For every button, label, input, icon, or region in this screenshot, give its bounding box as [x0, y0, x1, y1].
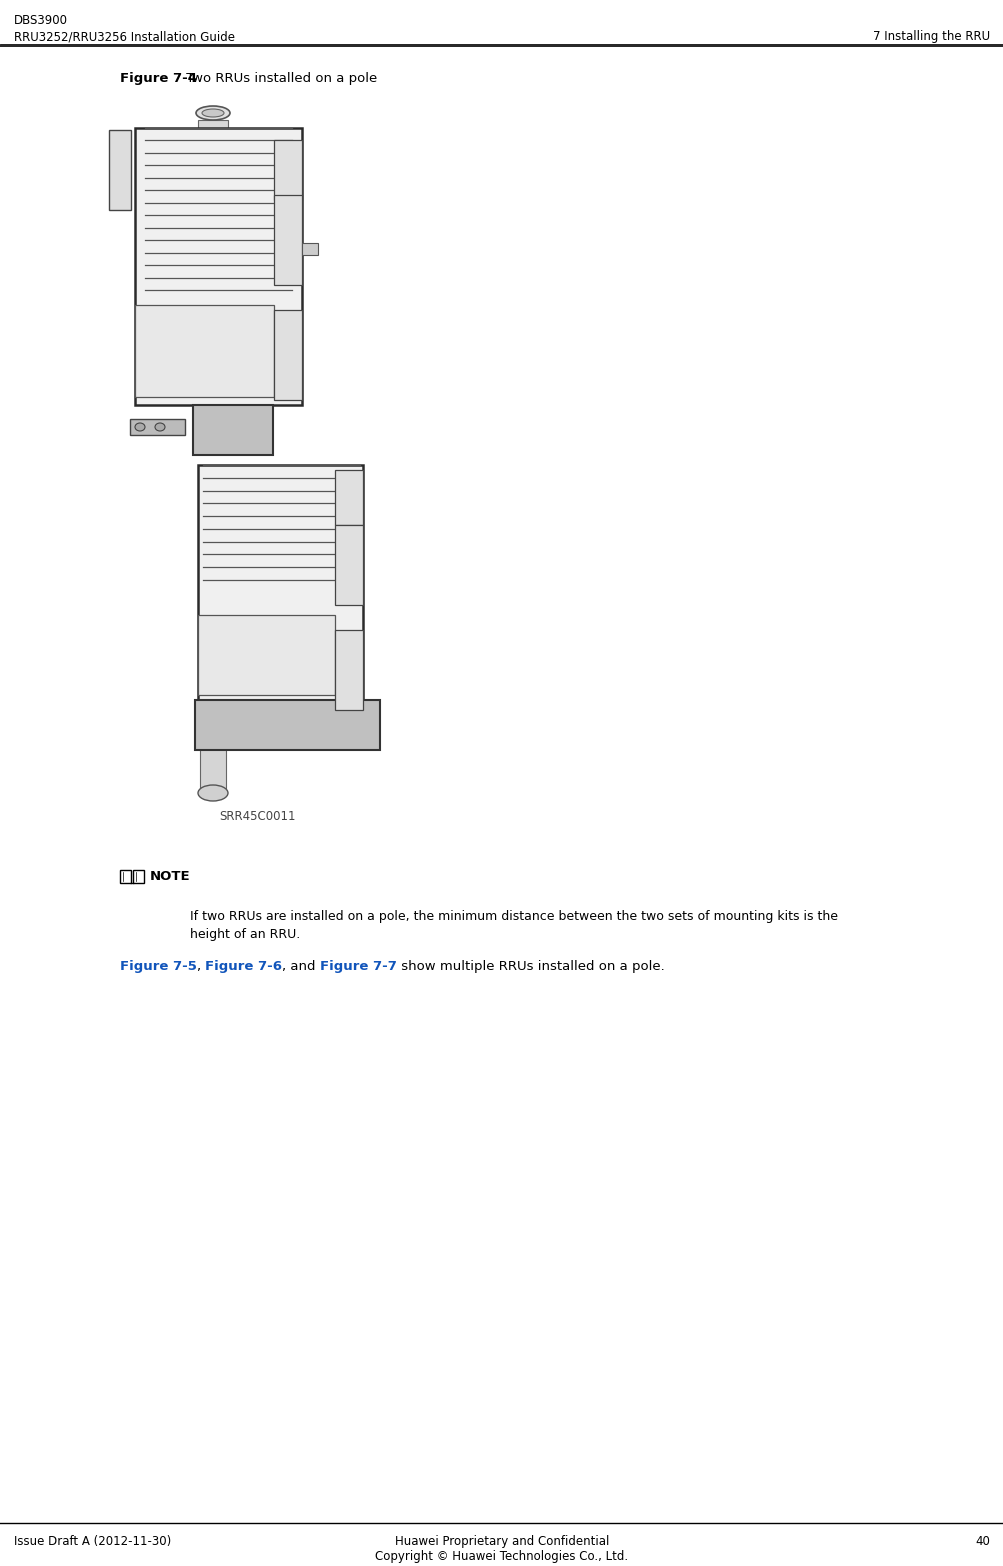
Bar	[134, 305, 274, 398]
Ellipse shape	[154, 423, 164, 431]
Text: RRU3252/RRU3256 Installation Guide: RRU3252/RRU3256 Installation Guide	[14, 30, 235, 42]
Bar	[129, 420, 185, 435]
Bar	[198, 615, 335, 695]
Bar	[274, 139, 302, 200]
Text: Issue Draft A (2012-11-30): Issue Draft A (2012-11-30)	[14, 1535, 172, 1549]
Text: SRR45C0011: SRR45C0011	[219, 810, 296, 824]
Bar	[274, 310, 302, 399]
Text: Figure 7-7: Figure 7-7	[320, 960, 396, 972]
Text: Huawei Proprietary and Confidential: Huawei Proprietary and Confidential	[394, 1535, 609, 1549]
Text: Two RRUs installed on a pole: Two RRUs installed on a pole	[182, 72, 377, 85]
Text: 7 Installing the RRU: 7 Installing the RRU	[872, 30, 989, 42]
Bar	[335, 525, 363, 604]
Text: ,: ,	[197, 960, 205, 972]
Bar	[120, 96, 394, 800]
Bar	[134, 128, 302, 406]
Text: DBS3900: DBS3900	[14, 14, 68, 27]
Text: Copyright © Huawei Technologies Co., Ltd.: Copyright © Huawei Technologies Co., Ltd…	[375, 1550, 628, 1563]
Ellipse shape	[202, 110, 224, 117]
Bar	[200, 634, 226, 789]
Bar	[335, 470, 363, 525]
Ellipse shape	[198, 785, 228, 800]
Text: , and: , and	[282, 960, 320, 972]
Bar	[193, 406, 273, 456]
Bar	[198, 121, 228, 340]
Text: If two RRUs are installed on a pole, the minimum distance between the two sets o: If two RRUs are installed on a pole, the…	[190, 910, 838, 922]
Text: height of an RRU.: height of an RRU.	[190, 929, 300, 941]
Text: Figure 7-5: Figure 7-5	[120, 960, 197, 972]
Bar	[274, 196, 302, 285]
Text: 40: 40	[974, 1535, 989, 1549]
Text: NOTE: NOTE	[149, 871, 191, 883]
Bar	[132, 871, 143, 883]
Text: Figure 7-6: Figure 7-6	[205, 960, 282, 972]
Bar	[198, 465, 363, 700]
Bar	[120, 871, 130, 883]
Bar	[335, 630, 363, 709]
Bar	[195, 700, 379, 750]
Ellipse shape	[196, 106, 230, 121]
Bar	[109, 130, 130, 210]
Bar	[302, 243, 318, 255]
Text: Figure 7-4: Figure 7-4	[120, 72, 197, 85]
Ellipse shape	[134, 423, 144, 431]
Text: show multiple RRUs installed on a pole.: show multiple RRUs installed on a pole.	[396, 960, 664, 972]
